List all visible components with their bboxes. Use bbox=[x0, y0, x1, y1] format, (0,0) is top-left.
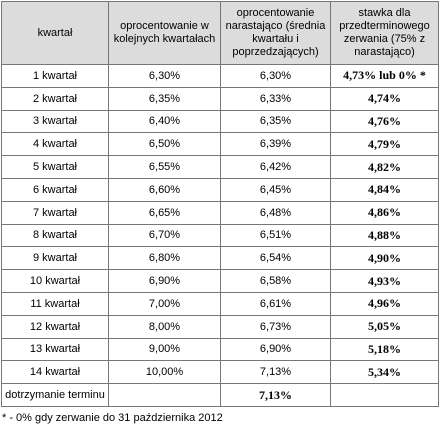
early-rate: 5,05% bbox=[330, 314, 439, 339]
cumulative-rate: 6,58% bbox=[220, 269, 331, 293]
quarter-rate: 6,30% bbox=[108, 64, 221, 88]
data-row: 3 kwartał 6,40% 6,35% 4,76% bbox=[1, 109, 439, 134]
footnote: * - 0% gdy zerwanie do 31 października 2… bbox=[2, 412, 223, 424]
early-rate: 4,73% lub 0% * bbox=[330, 64, 439, 88]
header-cell: stawka dla przedterminowego zerwania (75… bbox=[330, 1, 439, 65]
cumulative-rate: 6,90% bbox=[220, 337, 331, 362]
cumulative-rate: 6,39% bbox=[220, 132, 331, 157]
early-rate: 4,88% bbox=[330, 223, 439, 248]
row-label: 4 kwartał bbox=[1, 132, 109, 157]
quarter-rate: 6,40% bbox=[108, 109, 221, 134]
row-label: dotrzymanie terminu bbox=[1, 383, 109, 407]
quarter-rate: 7,00% bbox=[108, 291, 221, 316]
table-body: 1 kwartał 6,30% 6,30% 4,73% lub 0% * 2 kwart… bbox=[1, 64, 439, 407]
early-rate: 4,93% bbox=[330, 269, 439, 293]
early-rate: 4,76% bbox=[330, 109, 439, 134]
cumulative-rate: 6,48% bbox=[220, 200, 331, 225]
row-label: 3 kwartał bbox=[1, 109, 109, 134]
empty-cell bbox=[108, 383, 221, 407]
early-rate: 4,79% bbox=[330, 132, 439, 157]
row-label: 1 kwartał bbox=[1, 64, 109, 88]
quarter-rate: 6,65% bbox=[108, 200, 221, 225]
cumulative-rate: 7,13% bbox=[220, 360, 331, 385]
data-row: 9 kwartał 6,80% 6,54% 4,90% bbox=[1, 246, 439, 271]
quarter-rate: 9,00% bbox=[108, 337, 221, 362]
data-row: 14 kwartał 10,00% 7,13% 5,34% bbox=[1, 360, 439, 385]
data-row: 13 kwartał 9,00% 6,90% 5,18% bbox=[1, 337, 439, 362]
quarter-rate: 6,90% bbox=[108, 269, 221, 293]
quarter-rate: 6,60% bbox=[108, 177, 221, 202]
row-label: 14 kwartał bbox=[1, 360, 109, 385]
data-row: 1 kwartał 6,30% 6,30% 4,73% lub 0% * bbox=[1, 64, 439, 88]
data-row: 12 kwartał 8,00% 6,73% 5,05% bbox=[1, 314, 439, 339]
early-rate: 4,82% bbox=[330, 155, 439, 179]
rate-table: kwartał oprocentowanie w kolejnych kwart… bbox=[1, 1, 439, 407]
quarter-rate: 8,00% bbox=[108, 314, 221, 339]
data-row: 2 kwartał 6,35% 6,33% 4,74% bbox=[1, 86, 439, 111]
data-row: 7 kwartał 6,65% 6,48% 4,86% bbox=[1, 200, 439, 225]
row-label: 2 kwartał bbox=[1, 86, 109, 111]
data-row: 4 kwartał 6,50% 6,39% 4,79% bbox=[1, 132, 439, 157]
cumulative-rate: 6,45% bbox=[220, 177, 331, 202]
early-rate: 4,86% bbox=[330, 200, 439, 225]
header-row: kwartał oprocentowanie w kolejnych kwart… bbox=[1, 1, 439, 65]
cumulative-rate: 6,61% bbox=[220, 291, 331, 316]
quarter-rate: 6,50% bbox=[108, 132, 221, 157]
quarter-rate: 6,55% bbox=[108, 155, 221, 179]
cumulative-rate: 6,42% bbox=[220, 155, 331, 179]
early-rate: 4,74% bbox=[330, 86, 439, 111]
row-label: 7 kwartał bbox=[1, 200, 109, 225]
empty-cell bbox=[330, 383, 439, 407]
early-rate: 4,90% bbox=[330, 246, 439, 271]
cumulative-rate: 6,35% bbox=[220, 109, 331, 134]
row-label: 8 kwartał bbox=[1, 223, 109, 248]
final-value: 7,13% bbox=[220, 383, 331, 407]
final-row: dotrzymanie terminu 7,13% bbox=[1, 383, 439, 407]
cumulative-rate: 6,30% bbox=[220, 64, 331, 88]
cumulative-rate: 6,33% bbox=[220, 86, 331, 111]
early-rate: 5,18% bbox=[330, 337, 439, 362]
header-cell: oprocentowanie w kolejnych kwartałach bbox=[108, 1, 221, 65]
cumulative-rate: 6,54% bbox=[220, 246, 331, 271]
cumulative-rate: 6,73% bbox=[220, 314, 331, 339]
row-label: 11 kwartał bbox=[1, 291, 109, 316]
early-rate: 4,96% bbox=[330, 291, 439, 316]
quarter-rate: 6,70% bbox=[108, 223, 221, 248]
quarter-rate: 6,80% bbox=[108, 246, 221, 271]
row-label: 6 kwartał bbox=[1, 177, 109, 202]
header-cell: kwartał bbox=[1, 1, 109, 65]
early-rate: 4,84% bbox=[330, 177, 439, 202]
row-label: 13 kwartał bbox=[1, 337, 109, 362]
early-rate: 5,34% bbox=[330, 360, 439, 385]
data-row: 11 kwartał 7,00% 6,61% 4,96% bbox=[1, 291, 439, 316]
quarter-rate: 10,00% bbox=[108, 360, 221, 385]
data-row: 5 kwartał 6,55% 6,42% 4,82% bbox=[1, 155, 439, 179]
data-row: 10 kwartał 6,90% 6,58% 4,93% bbox=[1, 269, 439, 293]
header-cell: oprocentowanie narastająco (średnia kwar… bbox=[220, 1, 331, 65]
data-row: 8 kwartał 6,70% 6,51% 4,88% bbox=[1, 223, 439, 248]
row-label: 12 kwartał bbox=[1, 314, 109, 339]
row-label: 9 kwartał bbox=[1, 246, 109, 271]
quarter-rate: 6,35% bbox=[108, 86, 221, 111]
row-label: 5 kwartał bbox=[1, 155, 109, 179]
data-row: 6 kwartał 6,60% 6,45% 4,84% bbox=[1, 177, 439, 202]
cumulative-rate: 6,51% bbox=[220, 223, 331, 248]
row-label: 10 kwartał bbox=[1, 269, 109, 293]
